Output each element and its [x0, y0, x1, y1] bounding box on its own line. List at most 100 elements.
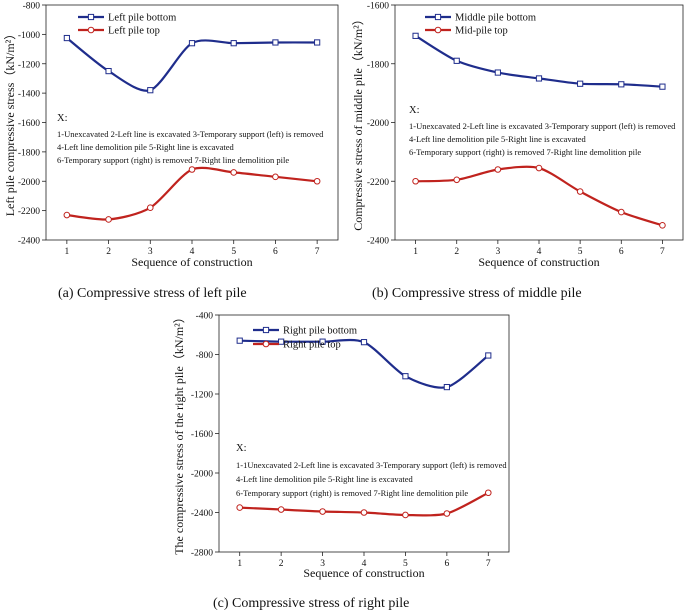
y-tick-label: -2800 [191, 549, 213, 559]
y-tick-label: -1000 [18, 31, 40, 41]
data-point-circle [535, 164, 543, 172]
x-tick-label: 3 [495, 247, 500, 257]
data-point-circle [272, 173, 279, 181]
plot-frame [218, 314, 510, 553]
y-tick-label: -2400 [18, 237, 40, 247]
y-tick-label: -1800 [18, 148, 40, 158]
data-point-circle [236, 504, 244, 511]
note-line: 6-Temporary support (right) is removed 7… [409, 147, 641, 157]
legend-marker [262, 326, 270, 334]
y-tick-label: -800 [23, 2, 41, 12]
note-line: 1-Unexcavated 2-Left line is excavated 3… [409, 121, 676, 131]
y-axis-title: The compressive stress of the right pile… [172, 311, 186, 555]
data-point-square [360, 339, 368, 346]
y-axis-title: Compressive stress of middle pile（kN/m²） [351, 13, 365, 231]
x-tick-label: 6 [444, 559, 449, 569]
x-tick-label: 7 [660, 247, 665, 257]
data-point-circle [659, 222, 666, 229]
x-tick-label: 1 [64, 247, 69, 257]
data-point-circle [443, 510, 451, 517]
series-line-top [66, 166, 318, 221]
data-point-square [314, 39, 321, 46]
legend-label: Middle pile bottom [455, 13, 536, 24]
x-axis-title: Sequence of construction [303, 566, 424, 580]
data-point-circle [576, 188, 584, 195]
data-point-square [618, 81, 625, 88]
figure-caption: (a) Compressive stress of left pile [58, 286, 247, 301]
data-point-square [188, 40, 196, 47]
y-tick-label: -2000 [18, 178, 40, 188]
data-point-square [272, 39, 279, 46]
data-point-square [494, 69, 501, 76]
data-point-circle [63, 211, 71, 219]
data-point-square [230, 40, 237, 47]
data-point-circle [105, 216, 112, 223]
x-tick-label: 1 [413, 247, 418, 257]
data-point-circle [360, 509, 368, 516]
legend-marker [87, 26, 95, 34]
legend-marker [262, 340, 270, 348]
legend-label: Left pile top [108, 26, 160, 37]
y-tick-label: -2200 [18, 207, 40, 217]
figure-caption: (b) Compressive stress of middle pile [372, 286, 582, 301]
data-point-circle [617, 208, 625, 216]
y-tick-label: -1200 [18, 60, 40, 70]
y-tick-label: -1800 [367, 60, 389, 70]
chart-panel-c: -2800 -2400 -2000 -1600 -1200 -800 -400 1 2 3 4 5 6 7… [172, 311, 510, 611]
y-tick-label: -1600 [191, 430, 213, 440]
legend-label: Mid-pile top [455, 26, 508, 37]
data-point-square [105, 67, 112, 75]
note-line: 4-Left line demolition pile 5-Right line… [236, 474, 414, 484]
data-point-circle [230, 169, 238, 176]
data-point-circle [412, 177, 419, 185]
data-point-circle [146, 204, 154, 211]
data-point-circle [277, 506, 285, 513]
note-title: X: [236, 443, 247, 454]
legend-label: Left pile bottom [108, 13, 176, 24]
x-tick-label: 5 [403, 559, 408, 569]
x-tick-label: 5 [231, 247, 236, 257]
y-tick-label: -2200 [367, 178, 389, 188]
x-tick-label: 7 [315, 247, 320, 257]
data-point-square [63, 34, 70, 42]
note-line: 6-Temporary support (right) is removed 7… [57, 155, 289, 165]
y-tick-label: -1400 [18, 90, 40, 100]
data-point-circle [402, 511, 409, 519]
x-tick-label: 2 [454, 247, 459, 257]
data-point-circle [313, 177, 321, 185]
x-tick-label: 2 [279, 559, 284, 569]
note-line: 1-Unexcavated 2-Left line is excavated 3… [57, 129, 324, 139]
note-line: 4-Left line demolition pile 5-Right line… [409, 134, 587, 144]
legend-marker [434, 13, 442, 21]
x-tick-label: 6 [619, 247, 624, 257]
series-line-top [415, 165, 663, 227]
series-line-bottom [239, 338, 489, 389]
data-point-circle [494, 166, 502, 173]
note-title: X: [409, 105, 420, 116]
x-tick-label: 5 [578, 247, 583, 257]
x-tick-label: 3 [320, 559, 325, 569]
data-point-square [535, 75, 543, 82]
x-axis-title: Sequence of construction [131, 255, 252, 269]
data-point-square [402, 373, 409, 380]
y-tick-label: -2000 [191, 470, 213, 480]
x-tick-label: 1 [237, 559, 242, 569]
data-point-square [485, 352, 492, 359]
data-point-square [412, 32, 419, 39]
x-axis-title: Sequence of construction [478, 255, 599, 269]
note-line: 6-Temporary support (right) is removed 7… [236, 488, 468, 498]
data-point-circle [319, 508, 326, 515]
x-tick-label: 4 [190, 247, 195, 257]
x-tick-label: 7 [486, 559, 491, 569]
data-point-circle [484, 489, 492, 497]
y-tick-label: -2000 [367, 119, 389, 129]
legend-label: Right pile bottom [283, 326, 357, 337]
data-point-square [278, 338, 285, 345]
y-tick-label: -2400 [191, 509, 213, 519]
legend-label: Right pile top [283, 340, 341, 351]
legend-marker [434, 26, 442, 34]
data-point-square [453, 57, 460, 64]
x-tick-label: 6 [273, 247, 278, 257]
chart-panel-a: -2400 -2200 -2000 -1800 -1600 -1400 -1200 -1000… [3, 2, 339, 301]
